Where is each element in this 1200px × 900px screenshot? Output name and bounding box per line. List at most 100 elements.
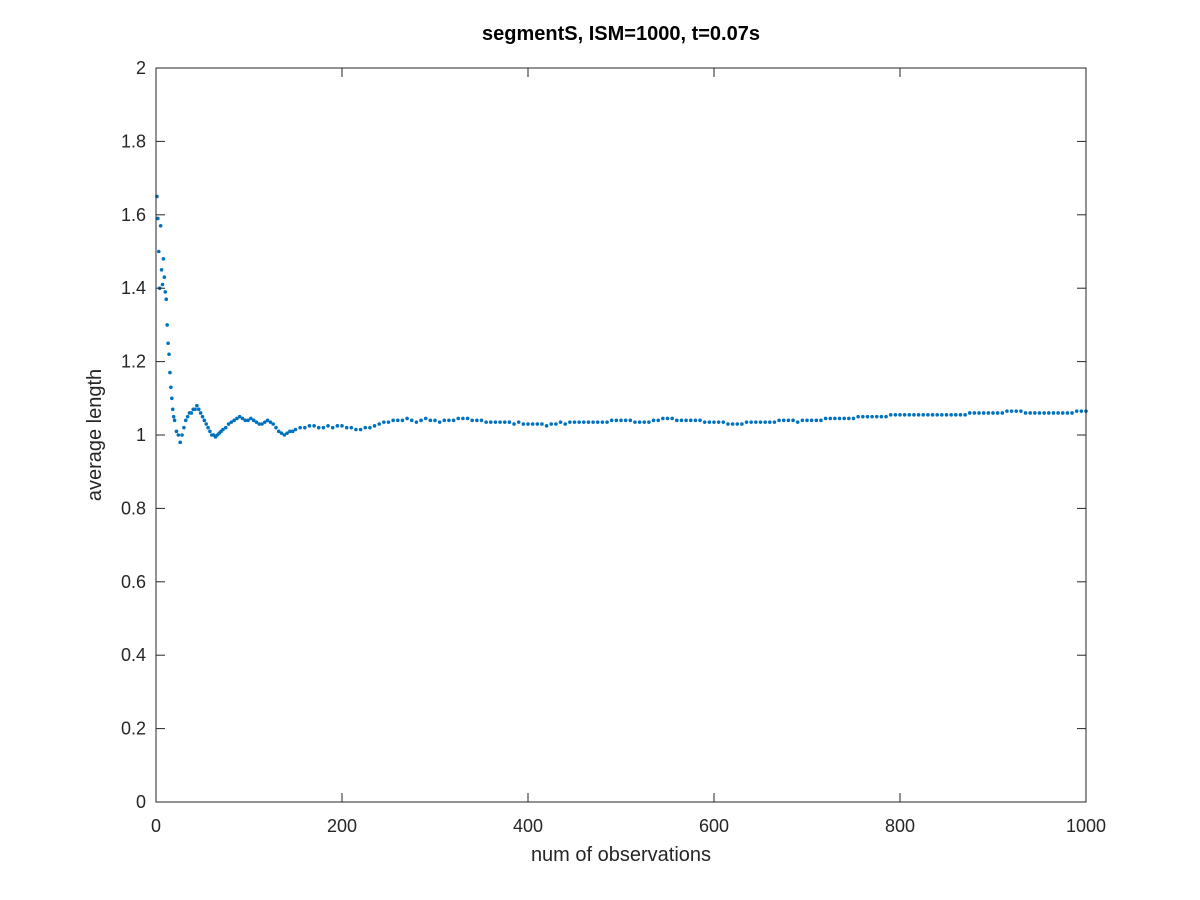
data-point	[633, 420, 637, 424]
data-point	[246, 418, 250, 423]
data-point	[423, 416, 428, 421]
data-point	[282, 433, 287, 437]
data-point	[1070, 411, 1074, 415]
data-point	[930, 413, 935, 417]
data-point	[251, 418, 256, 423]
data-point	[949, 413, 953, 417]
data-point	[303, 425, 307, 430]
data-point	[637, 420, 642, 424]
data-point	[898, 413, 902, 417]
data-point	[823, 416, 828, 421]
data-point	[549, 422, 554, 426]
data-markers	[155, 194, 1088, 445]
data-point	[526, 422, 530, 426]
data-point	[372, 424, 377, 428]
data-point	[507, 420, 512, 424]
x-tick-label: 800	[885, 816, 915, 836]
data-point	[786, 418, 791, 423]
data-point	[335, 424, 340, 428]
data-point	[944, 413, 949, 417]
data-point	[651, 418, 656, 423]
data-point	[493, 420, 498, 424]
data-point	[800, 418, 805, 423]
data-point	[221, 427, 225, 432]
data-point	[628, 418, 633, 423]
data-point	[159, 268, 164, 272]
data-point	[484, 420, 488, 424]
data-point	[274, 425, 278, 430]
data-point	[163, 290, 168, 294]
data-point	[847, 416, 851, 421]
data-point	[176, 433, 181, 437]
data-point	[243, 418, 248, 423]
y-tick-label: 0.2	[121, 719, 146, 739]
data-point	[461, 416, 465, 421]
data-point	[1051, 411, 1056, 415]
data-point	[276, 429, 281, 434]
data-point	[986, 411, 991, 415]
data-point	[540, 422, 544, 426]
data-point	[544, 424, 549, 428]
data-point	[684, 418, 688, 423]
data-point	[479, 418, 484, 423]
data-point	[156, 216, 160, 221]
data-point	[1023, 411, 1028, 415]
data-point	[202, 418, 207, 423]
data-point	[174, 429, 179, 434]
data-point	[851, 416, 856, 421]
data-point	[781, 418, 786, 423]
data-point	[582, 420, 586, 424]
data-point	[268, 420, 273, 424]
data-point	[921, 413, 926, 417]
data-point	[170, 396, 174, 401]
data-point	[907, 413, 912, 417]
data-point	[516, 420, 521, 424]
data-point	[382, 420, 386, 424]
data-point	[166, 341, 170, 346]
data-point	[206, 425, 210, 430]
data-point	[344, 425, 349, 430]
data-point	[391, 418, 395, 423]
data-point	[665, 416, 670, 421]
data-point	[158, 224, 163, 228]
data-point	[164, 297, 169, 302]
y-tick-label: 1.4	[121, 278, 146, 298]
y-tick-label: 0	[136, 792, 146, 812]
data-point	[183, 418, 188, 423]
data-point	[730, 422, 735, 426]
chart-title: segmentS, ISM=1000, t=0.07s	[482, 23, 760, 45]
data-point	[805, 418, 809, 423]
data-point	[744, 420, 749, 424]
data-point	[819, 418, 823, 423]
data-point	[623, 418, 628, 423]
data-point	[340, 424, 344, 428]
data-point	[735, 422, 740, 426]
data-point	[229, 420, 234, 424]
data-point	[595, 420, 600, 424]
data-point	[791, 418, 795, 423]
data-point	[558, 420, 563, 424]
data-point	[795, 420, 800, 424]
data-point	[330, 425, 335, 430]
data-point	[605, 420, 609, 424]
data-point	[171, 414, 176, 419]
data-point	[754, 420, 758, 424]
data-point	[963, 413, 967, 417]
data-point	[162, 275, 167, 279]
data-point	[208, 429, 212, 434]
data-point	[679, 418, 684, 423]
y-tick-label: 0.6	[121, 572, 146, 592]
data-point	[185, 414, 190, 419]
data-point	[814, 418, 819, 423]
data-point	[740, 422, 744, 426]
data-point	[1065, 411, 1070, 415]
data-point	[223, 425, 228, 430]
y-tick-label: 1.2	[121, 352, 146, 372]
data-point	[260, 422, 264, 426]
y-tick-label: 2	[136, 58, 146, 78]
data-point	[196, 407, 201, 412]
data-point	[884, 414, 888, 419]
data-point	[442, 418, 447, 423]
data-point	[777, 418, 781, 423]
data-point	[316, 425, 321, 430]
